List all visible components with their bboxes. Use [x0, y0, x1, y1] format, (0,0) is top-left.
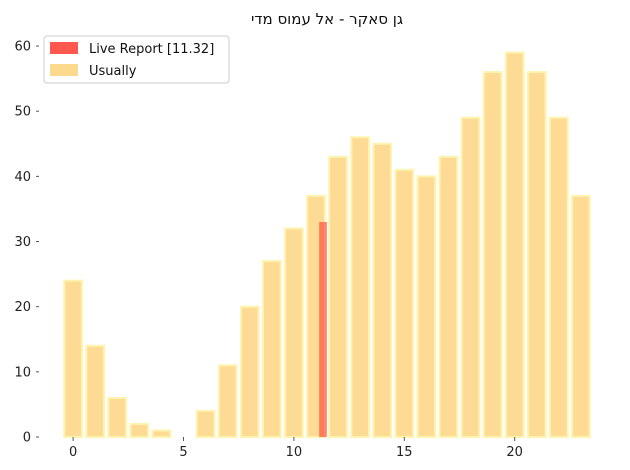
x-tick-label-5: 5 [179, 445, 187, 460]
chart-title: גן סאקר - אל עמוס מדי [251, 10, 403, 28]
y-tick-label-20: 20 [14, 300, 31, 315]
bar-usually-hour-10 [284, 227, 304, 438]
usual-bars-group [63, 51, 591, 439]
bar-usually-hour-13 [350, 136, 370, 439]
bar-usually-hour-14 [372, 142, 393, 438]
bar-usually-hour-0 [63, 279, 83, 439]
legend-label-live: Live Report [11.32] [89, 42, 214, 57]
y-axis: 0 10 20 30 40 50 60 [14, 40, 39, 446]
y-tick-label-0: 0 [23, 431, 31, 446]
bar-usually-hour-22 [549, 116, 569, 438]
x-tick-label-15: 15 [396, 445, 413, 460]
legend-frame [43, 35, 230, 84]
legend-swatch-usually [50, 64, 78, 76]
legend[interactable]: Live Report [11.32] Usually [43, 35, 230, 84]
y-tick-label-10: 10 [14, 365, 31, 380]
y-tick-label-50: 50 [14, 105, 31, 120]
bar-usually-hour-18 [460, 116, 481, 438]
bar-usually-hour-1 [85, 344, 106, 439]
bar-usually-hour-3 [129, 422, 150, 439]
bar-usually-hour-9 [261, 260, 282, 438]
bar-usually-hour-12 [328, 155, 348, 438]
x-axis: 0 5 10 15 20 [69, 437, 523, 460]
bar-usually-hour-6 [195, 409, 216, 439]
y-tick-label-40: 40 [14, 170, 31, 185]
y-tick-label-60: 60 [14, 40, 31, 55]
y-tick-label-30: 30 [14, 235, 31, 250]
legend-label-usually: Usually [89, 64, 137, 79]
live-bars-group [319, 221, 327, 437]
bar-usually-hour-2 [107, 396, 128, 439]
bar-usually-hour-16 [416, 175, 437, 439]
bar-usually-hour-4 [151, 429, 172, 438]
bar-usually-hour-20 [504, 51, 525, 438]
bar-usually-hour-19 [482, 71, 503, 438]
bar-live-report [319, 221, 327, 437]
bar-usually-hour-17 [438, 155, 459, 438]
bar-usually-hour-7 [217, 364, 238, 438]
bar-usually-hour-15 [394, 168, 415, 438]
x-tick-label-20: 20 [506, 445, 523, 460]
legend-swatch-live [50, 42, 78, 54]
bar-usually-hour-23 [571, 194, 591, 438]
x-tick-label-10: 10 [286, 445, 303, 460]
x-tick-label-0: 0 [69, 445, 77, 460]
bar-usually-hour-21 [526, 71, 547, 438]
bar-usually-hour-8 [239, 305, 260, 439]
